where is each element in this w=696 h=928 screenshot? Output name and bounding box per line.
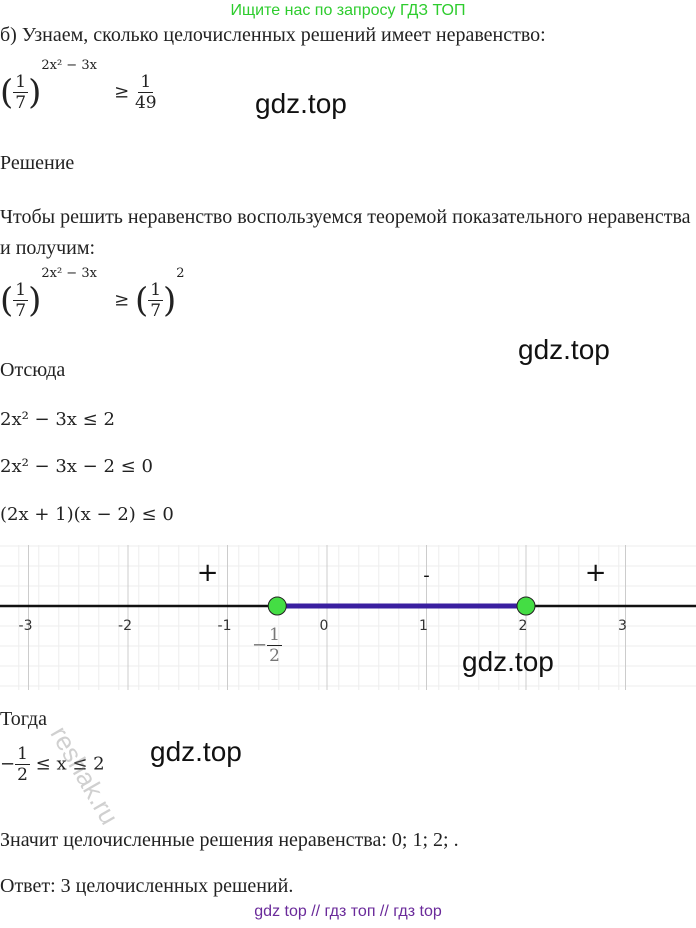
result-inequality: −1 2 ≤ x ≤ 2 bbox=[0, 744, 105, 785]
tick-label: 0 bbox=[320, 618, 329, 634]
point-label: −1 2 bbox=[252, 625, 282, 666]
tick-label: 1 bbox=[419, 618, 428, 634]
tick-label: -2 bbox=[118, 618, 132, 634]
watermark: gdz.top bbox=[255, 88, 347, 119]
equation: (2x + 1)(x − 2) ≤ 0 bbox=[0, 504, 174, 525]
equation: 2x² − 3x ≤ 2 bbox=[0, 409, 115, 430]
step1-inequality: (1 7)2x² − 3x ≥ (1 7)2 bbox=[0, 265, 185, 322]
sign-label: - bbox=[423, 565, 430, 586]
problem-inequality: (1 7)2x² − 3x ≥ 1 49 bbox=[0, 57, 157, 114]
equation: 2x² − 3x − 2 ≤ 0 bbox=[0, 456, 153, 477]
sign-label: + bbox=[197, 558, 219, 588]
watermark: gdz.top bbox=[518, 334, 610, 365]
hence-label: Отсюда bbox=[0, 359, 66, 381]
footer-links[interactable]: gdz top // гдз топ // гдз top bbox=[254, 903, 442, 920]
problem-intro: б) Узнаем, сколько целочисленных решений… bbox=[0, 24, 546, 46]
answer: Ответ: 3 целочисленных решений. bbox=[0, 875, 294, 897]
tick-label: 3 bbox=[618, 618, 627, 634]
solution-label: Решение bbox=[0, 152, 75, 174]
watermark: gdz.top bbox=[150, 736, 242, 767]
tick-label: -3 bbox=[19, 618, 33, 634]
then-label: Тогда bbox=[0, 708, 47, 730]
number-line: -3 -2 -1 0 1 2 3 + - + bbox=[0, 545, 696, 690]
watermark: gdz.top bbox=[462, 646, 554, 677]
integer-solutions: Значит целочисленные решения неравенства… bbox=[0, 829, 459, 851]
sign-label: + bbox=[585, 558, 607, 588]
endpoint bbox=[516, 596, 536, 616]
tick-label: -1 bbox=[218, 618, 232, 634]
search-banner[interactable]: Ищите нас по запросу ГДЗ ТОП bbox=[230, 2, 466, 19]
step1-text: Чтобы решить неравенство воспользуемся т… bbox=[0, 206, 691, 259]
tick-label: 2 bbox=[519, 618, 528, 634]
endpoint bbox=[267, 596, 287, 616]
